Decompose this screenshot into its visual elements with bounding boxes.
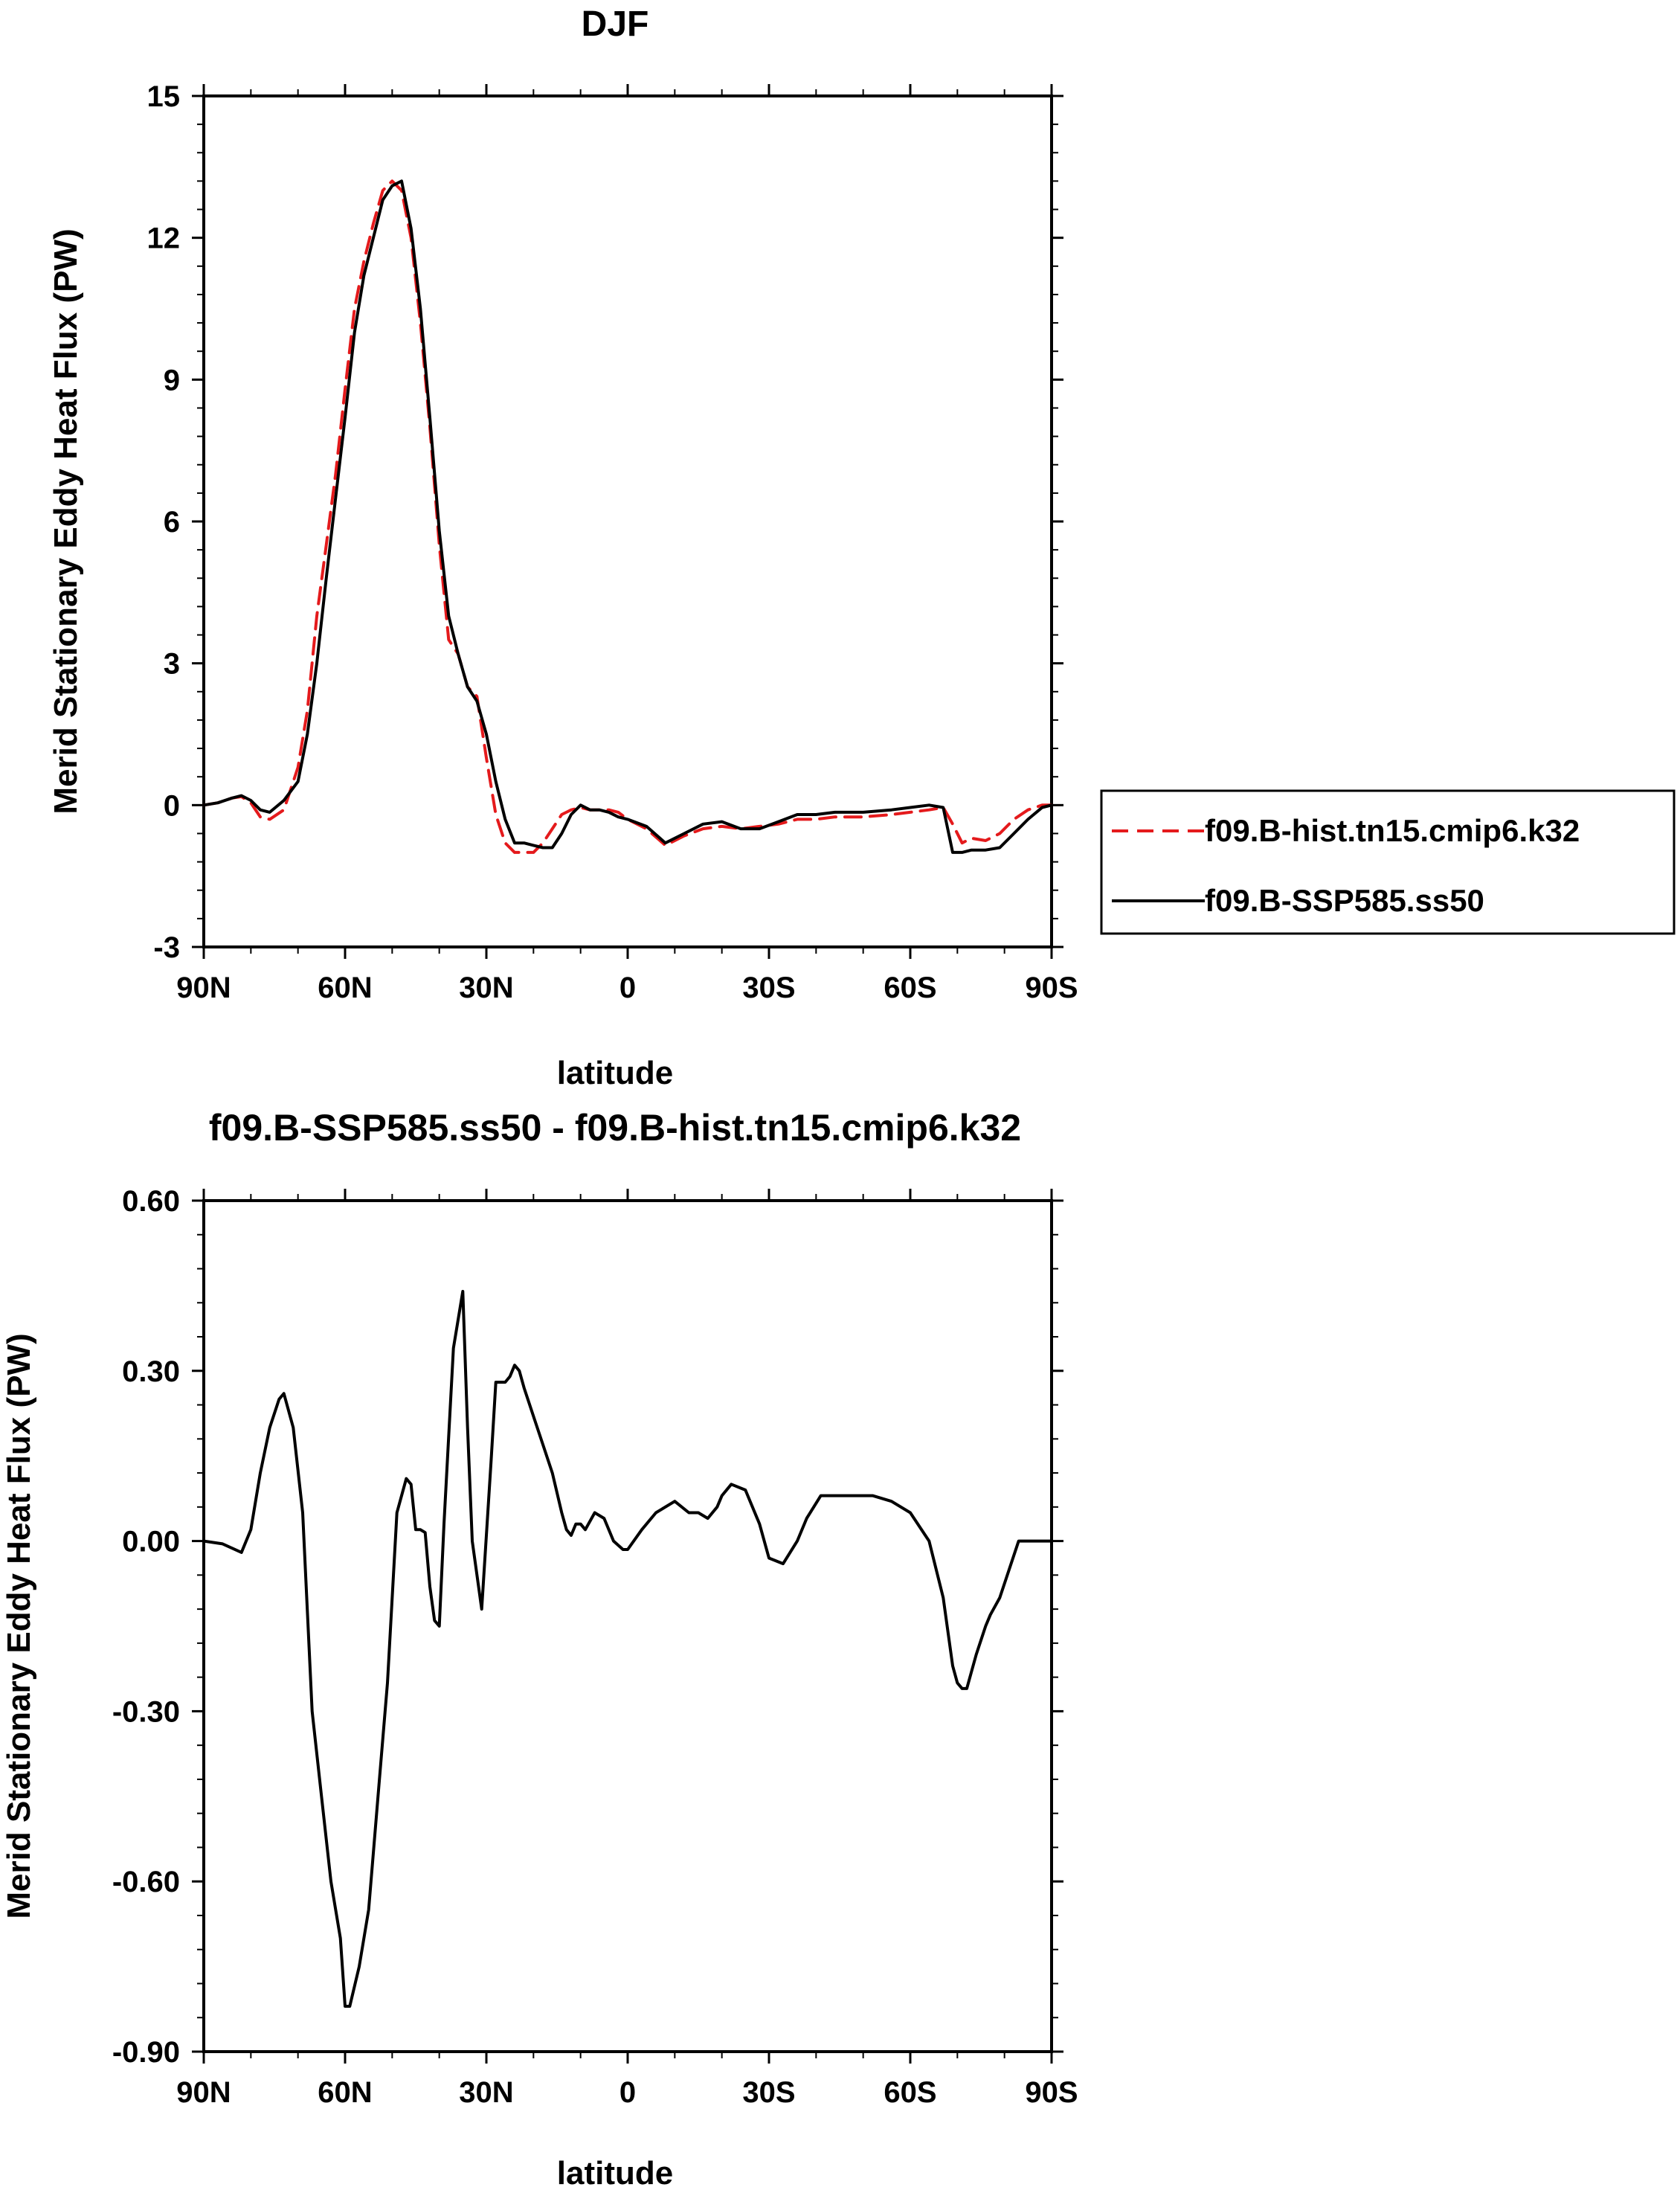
bottom-y-tick-label: 0.30: [122, 1355, 180, 1388]
top-series-line-0: [202, 179, 1053, 854]
bottom-y-tick-label: -0.30: [112, 1695, 180, 1728]
bottom-x-tick-label: 30N: [459, 2076, 513, 2109]
top-x-tick-label: 90S: [1025, 972, 1078, 1004]
top-x-tick-label: 0: [619, 972, 636, 1004]
top-y-tick-label: -3: [153, 931, 180, 964]
top-y-tick-label: 0: [164, 789, 180, 822]
bottom-x-tick-label: 30S: [742, 2076, 795, 2109]
bottom-x-tick-label: 90S: [1025, 2076, 1078, 2109]
bottom-x-tick-label: 60N: [318, 2076, 372, 2109]
top-x-tick-label: 60S: [884, 972, 936, 1004]
top-y-tick-label: 3: [164, 648, 180, 681]
bottom-y-tick-label: 0.60: [122, 1185, 180, 1218]
top-x-axis-label: latitude: [557, 1055, 673, 1091]
bottom-series-line-0: [202, 1290, 1053, 2008]
legend-label-ssp585: f09.B-SSP585.ss50: [1205, 883, 1484, 918]
top-x-tick-label: 60N: [318, 972, 372, 1004]
top-x-tick-label: 30S: [742, 972, 795, 1004]
top-panel: DJF 90N 60N 30N 0 30S 60S 90S -3 0 3 6 9 12 15 latitu…: [48, 4, 1676, 1091]
top-x-tick-label: 30N: [459, 972, 513, 1004]
bottom-panel: f09.B-SSP585.ss50 - f09.B-hist.tn15.cmip…: [1, 1107, 1078, 2190]
bottom-plot-frame: [202, 1199, 1053, 2053]
bottom-x-tick-label: 0: [619, 2076, 636, 2109]
top-x-tick-label: 90N: [176, 972, 231, 1004]
bottom-y-tick-label: -0.90: [112, 2036, 180, 2069]
bottom-x-axis-label: latitude: [557, 2155, 673, 2190]
bottom-y-axis-label: Merid Stationary Eddy Heat Flux (PW): [1, 1333, 37, 1918]
bottom-x-tick-label: 90N: [176, 2076, 231, 2109]
legend-box: [1100, 789, 1676, 935]
top-y-tick-label: 6: [164, 506, 180, 539]
legend-label-hist: f09.B-hist.tn15.cmip6.k32: [1205, 813, 1580, 848]
top-chart-title: DJF: [582, 4, 649, 44]
top-y-tick-label: 15: [147, 80, 181, 113]
top-series-line-1: [202, 179, 1053, 854]
bottom-x-tick-label: 60S: [884, 2076, 936, 2109]
bottom-y-tick-label: -0.60: [112, 1866, 180, 1898]
top-legend: f09.B-hist.tn15.cmip6.k32 f09.B-SSP585.s…: [1100, 789, 1676, 935]
bottom-chart-title: f09.B-SSP585.ss50 - f09.B-hist.tn15.cmip…: [209, 1107, 1021, 1149]
bottom-y-tick-label: 0.00: [122, 1526, 180, 1558]
top-y-tick-label: 9: [164, 364, 180, 396]
top-y-axis-label: Merid Stationary Eddy Heat Flux (PW): [48, 228, 84, 814]
top-y-tick-label: 12: [147, 222, 181, 255]
